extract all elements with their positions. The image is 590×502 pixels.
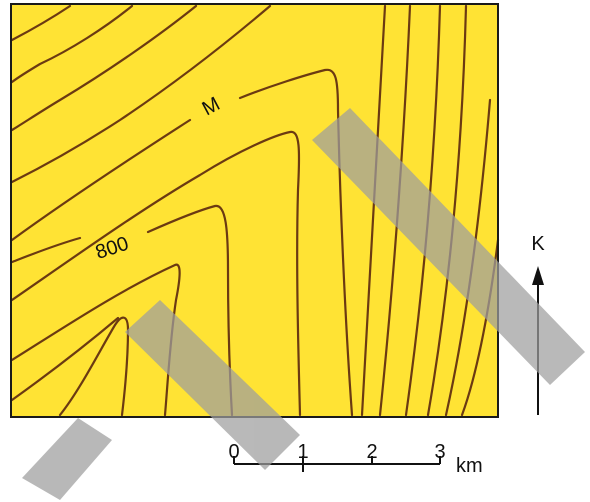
scale-tick-label-2: 2 — [366, 441, 377, 463]
contour-line — [58, 316, 130, 417]
contour-line — [10, 118, 192, 242]
contour-line — [238, 68, 354, 417]
scale-tick-label-0: 0 — [228, 441, 239, 463]
contour-line — [146, 204, 234, 417]
contour-line — [10, 4, 72, 42]
watermark-n: N — [22, 108, 585, 500]
contour-line — [10, 4, 198, 132]
watermark-stroke — [22, 418, 112, 500]
contour-line — [10, 4, 134, 84]
contour-line — [10, 130, 302, 417]
watermark-stroke — [125, 300, 300, 470]
contour-line — [10, 316, 120, 402]
contour-line — [10, 236, 82, 264]
north-arrow-letter: K — [531, 233, 545, 255]
scale-unit-label: km — [456, 455, 483, 477]
scale-tick-label-1: 1 — [297, 441, 308, 463]
contour-line — [10, 4, 272, 184]
scale-tick-label-3: 3 — [434, 441, 445, 463]
north-arrow-head — [532, 266, 544, 285]
watermark-stroke — [312, 108, 585, 385]
